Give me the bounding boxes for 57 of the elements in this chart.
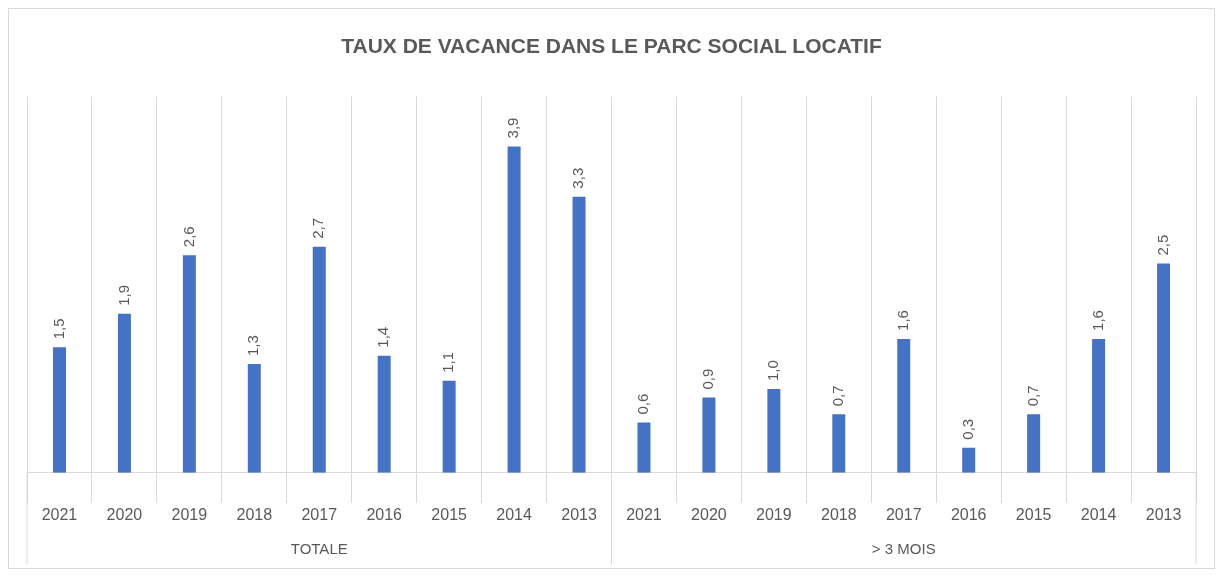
data-label: 1,9 [114, 284, 132, 306]
bar [1092, 338, 1106, 473]
x-tick-label: 2019 [756, 505, 792, 523]
x-tick-label: 2020 [691, 505, 727, 523]
bar [182, 255, 196, 473]
data-label: 2,6 [179, 226, 197, 248]
data-label: 1,4 [374, 326, 392, 348]
bar [702, 397, 716, 473]
data-label: 2,7 [309, 217, 327, 239]
data-label: 1,1 [439, 351, 457, 373]
bar [52, 347, 66, 473]
x-tick-label: 2020 [106, 505, 143, 523]
x-tick-label: 2021 [626, 505, 662, 523]
text: > 3 MOIS [871, 540, 936, 558]
x-tick-label: 2016 [366, 505, 403, 523]
bar [1027, 414, 1041, 473]
data-label: 3,9 [504, 117, 522, 139]
bar [247, 364, 261, 473]
x-tick-label: 2017 [885, 505, 922, 523]
bar [767, 389, 781, 473]
x-tick-label: 2014 [1080, 505, 1117, 523]
x-tick-label: 2015 [431, 505, 468, 523]
x-tick-label: 2017 [301, 505, 338, 523]
data-label: 3,3 [569, 167, 587, 189]
data-label: 0,7 [828, 385, 846, 407]
bar [637, 422, 651, 473]
bar [442, 380, 456, 473]
data-label: 0,6 [634, 393, 652, 415]
bar [962, 447, 976, 473]
x-tick-label: 2014 [496, 505, 532, 523]
x-tick-label: 2013 [1145, 505, 1182, 523]
data-label: 1,0 [764, 360, 781, 382]
x-tick-label: 2021 [41, 505, 78, 523]
x-tick-label: 2019 [171, 505, 208, 523]
data-label: 1,6 [893, 310, 911, 331]
bar [507, 146, 521, 473]
text: TOTALE [290, 540, 348, 558]
bar [572, 196, 586, 473]
x-tick-label: 2013 [561, 505, 597, 523]
x-tick-label: 2016 [950, 505, 987, 523]
x-tick-label: 2018 [236, 505, 273, 523]
chart-title: TAUX DE VACANCE DANS LE PARC SOCIAL LOCATIF [341, 34, 882, 58]
x-tick-label: 2018 [821, 505, 857, 523]
data-label: 0,7 [1023, 385, 1041, 407]
data-label: 2,5 [1153, 234, 1171, 256]
bar [377, 355, 391, 473]
bar [1157, 263, 1171, 473]
x-tick-label: 2015 [1015, 505, 1052, 523]
bar [832, 414, 846, 473]
bar [312, 246, 326, 473]
data-label: 0,3 [958, 418, 976, 440]
data-label: 1,6 [1088, 310, 1106, 331]
data-label: 1,5 [49, 318, 67, 340]
bar [897, 338, 911, 473]
data-label: 0,9 [699, 368, 717, 390]
data-label: 1,3 [244, 335, 262, 356]
bar [117, 313, 131, 473]
